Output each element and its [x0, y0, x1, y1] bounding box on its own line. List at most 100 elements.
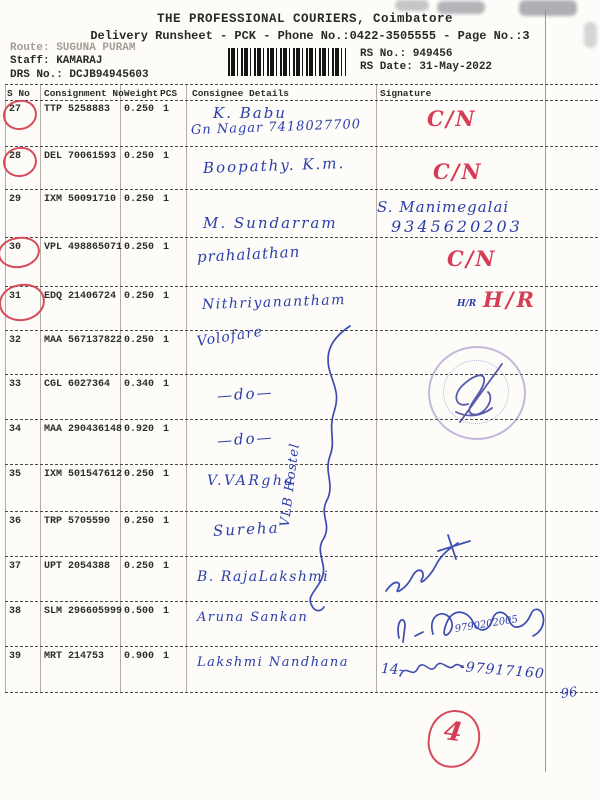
scan-smudge: [437, 1, 485, 14]
pcs: 1: [163, 469, 170, 480]
document-subtitle: Delivery Runsheet - PCK - Phone No.:0422…: [90, 29, 530, 43]
weight: 0.250: [124, 469, 155, 480]
serial-number: 36: [9, 516, 22, 527]
table-row: 29 IXM 50091710 0.250 1 M. Sundarram S. …: [5, 190, 598, 238]
table-row: 38 SLM 296605999 0.500 1 Aruna Sankan 97…: [5, 602, 598, 647]
consignee-handwriting: K. Babu: [213, 104, 287, 122]
scan-smudge: [395, 0, 429, 11]
signature-phone: 9345620203: [391, 217, 523, 236]
rubber-stamp-inner-ring: [443, 360, 509, 424]
pcs: 1: [163, 291, 170, 302]
weight: 0.900: [124, 651, 155, 662]
consignment-no: TTP 5258883: [44, 104, 111, 115]
serial-number: 34: [9, 424, 22, 435]
barcode: [228, 48, 346, 76]
table-row: 34 MAA 290436148 0.920 1 —do—: [5, 420, 598, 465]
col-sno: S No: [7, 88, 30, 99]
consignment-no: MAA 290436148: [44, 424, 123, 435]
rs-date-label: RS Date: 31-May-2022: [360, 61, 493, 73]
signature-handwriting: C/N: [427, 106, 477, 131]
weight: 0.250: [124, 291, 155, 302]
weight: 0.920: [124, 424, 155, 435]
consignment-no: DEL 70061593: [44, 151, 117, 162]
route-label: Route: SUGUNA PURAM: [10, 42, 136, 54]
table-row: 37 UPT 2054388 0.250 1 B. RajaLakshmi: [5, 557, 598, 602]
pcs: 1: [163, 606, 170, 617]
stamp-signature-ink: [455, 363, 503, 423]
pcs: 1: [163, 651, 170, 662]
weight: 0.250: [124, 104, 155, 115]
consignment-no: TRP 5705590: [44, 516, 111, 527]
table-row: 36 TRP 5705590 0.250 1 Sureha: [5, 512, 598, 557]
red-circle-annotation: [1, 144, 39, 180]
column-divider: [40, 84, 41, 693]
consignee-handwriting: Nithriyanantham: [201, 291, 347, 313]
serial-number: 39: [9, 651, 22, 662]
consignment-no: MAA 567137822: [44, 335, 123, 346]
table-row: 32 MAA 567137822 0.250 1 Volofare: [5, 324, 598, 375]
serial-number: 38: [9, 606, 22, 617]
rs-no-label: RS No.: 949456: [360, 48, 453, 60]
consignment-no: MRT 214753: [44, 651, 105, 662]
signature-phone-continued: 96: [559, 684, 579, 702]
col-consignee: Consignee Details: [192, 88, 289, 99]
consignment-no: IXM 50091710: [44, 194, 117, 205]
consignee-handwriting: Sureha: [212, 518, 280, 540]
table-border-left: [5, 84, 6, 693]
consignment-no: UPT 2054388: [44, 561, 111, 572]
serial-number: 29: [9, 194, 22, 205]
pcs: 1: [163, 561, 170, 572]
consignee-handwriting: prahalathan: [196, 242, 301, 266]
weight: 0.340: [124, 379, 155, 390]
scan-smudge: [584, 22, 597, 48]
col-consignment: Consignment No: [44, 88, 124, 99]
weight: 0.250: [124, 194, 155, 205]
serial-number: 28: [9, 151, 22, 162]
consignment-no: VPL 498865071: [44, 242, 123, 253]
serial-number: 33: [9, 379, 22, 390]
red-circle-annotation: [1, 97, 39, 133]
scan-smudge: [519, 0, 577, 16]
rubber-stamp: [428, 346, 526, 440]
serial-number: 32: [9, 335, 22, 346]
weight: 0.250: [124, 242, 155, 253]
consignment-no: CGL 6027364: [44, 379, 111, 390]
column-divider: [186, 84, 187, 693]
pcs: 1: [163, 104, 170, 115]
column-divider: [120, 84, 121, 693]
weight: 0.250: [124, 335, 155, 346]
consignee-handwriting: —do—: [216, 428, 275, 450]
signature-scrawl-row38: [397, 608, 545, 643]
red-circle-annotation: [0, 234, 42, 271]
signature-scrawl-row37: [385, 534, 471, 593]
table-row: 31 EDQ 21406724 0.250 1 Nithriyanantham …: [0, 280, 598, 331]
consignee-handwriting: B. RajaLakshmi: [197, 569, 330, 585]
serial-number: 31: [9, 291, 22, 302]
signature-handwriting: S. Manimegalai: [377, 198, 510, 216]
consignee-handwriting: Lakshmi Nandhana: [197, 655, 349, 670]
signature-handwriting: C/N: [447, 246, 497, 271]
consignee-handwriting: Aruna Sankan: [197, 610, 309, 625]
consignment-no: SLM 296605999: [44, 606, 123, 617]
consignment-no: IXM 501547612: [44, 469, 123, 480]
col-signature: Signature: [380, 88, 432, 99]
consignment-no: EDQ 21406724: [44, 291, 117, 302]
signature-handwriting: C/N: [433, 159, 483, 184]
drs-no-label: DRS No.: DCJB94945603: [10, 69, 149, 81]
consignee-handwriting: —do—: [216, 383, 275, 405]
signature-scrawl-row39: [399, 662, 464, 677]
pcs: 1: [163, 242, 170, 253]
serial-number: 37: [9, 561, 22, 572]
weight: 0.250: [124, 151, 155, 162]
table-header-row: S No Consignment No Weight PCS Consignee…: [5, 84, 598, 101]
table-row: 39 MRT 214753 0.900 1 Lakshmi Nandhana 1…: [5, 647, 598, 702]
consignee-handwriting: Boopathy. K.m.: [202, 154, 346, 177]
serial-number: 30: [9, 242, 22, 253]
document-title: THE PROFESSIONAL COURIERS, Coimbatore: [156, 12, 454, 26]
pcs: 1: [163, 194, 170, 205]
pcs: 1: [163, 424, 170, 435]
pcs: 1: [163, 516, 170, 527]
table-row: 33 CGL 6027364 0.340 1 —do—: [5, 375, 598, 420]
table-row: 30 VPL 498865071 0.250 1 prahalathan C/N: [0, 234, 598, 287]
